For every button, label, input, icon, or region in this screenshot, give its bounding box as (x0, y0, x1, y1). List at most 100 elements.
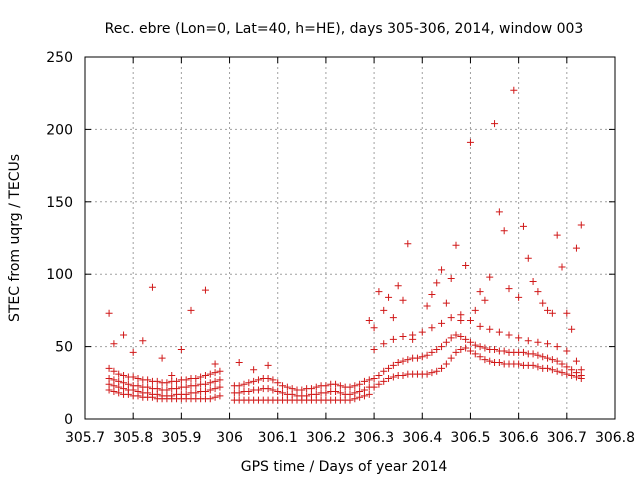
data-point (245, 387, 253, 395)
data-point (105, 309, 113, 317)
data-point (211, 385, 219, 393)
data-point (206, 370, 214, 378)
data-point (515, 334, 523, 342)
data-point (524, 254, 532, 262)
data-point (264, 361, 272, 369)
data-point (447, 314, 455, 322)
data-point (466, 347, 474, 355)
data-point (553, 343, 561, 351)
data-point (250, 377, 258, 385)
data-point (553, 231, 561, 239)
data-point (544, 364, 552, 372)
data-point (409, 335, 417, 343)
y-tick-label: 250 (46, 50, 73, 66)
x-axis-title: GPS time / Days of year 2014 (241, 459, 448, 475)
data-point (206, 386, 214, 394)
data-point (389, 361, 397, 369)
data-point (505, 285, 513, 293)
data-point (500, 227, 508, 235)
data-point (529, 361, 537, 369)
data-point (433, 367, 441, 375)
data-point (438, 319, 446, 327)
x-tick-label: 306.4 (402, 430, 442, 446)
data-point (216, 383, 224, 391)
data-point (124, 380, 132, 388)
data-point (274, 387, 282, 395)
data-point (558, 263, 566, 271)
data-point (442, 338, 450, 346)
data-point (375, 380, 383, 388)
x-tick-label: 305.9 (161, 430, 201, 446)
data-point (462, 335, 470, 343)
data-point (515, 293, 523, 301)
data-point (558, 360, 566, 368)
data-point (548, 309, 556, 317)
data-point (462, 262, 470, 270)
y-tick-label: 0 (64, 412, 73, 428)
data-point (144, 383, 152, 391)
data-point (120, 372, 128, 380)
data-point (173, 385, 181, 393)
data-point (120, 331, 128, 339)
data-point (418, 353, 426, 361)
data-point (370, 345, 378, 353)
data-point (129, 373, 137, 381)
data-point (192, 374, 200, 382)
data-point (380, 306, 388, 314)
data-point (163, 379, 171, 387)
data-point (466, 338, 474, 346)
data-point (365, 376, 373, 384)
data-point (500, 347, 508, 355)
data-point (577, 366, 585, 374)
data-point (303, 392, 311, 400)
data-point (385, 293, 393, 301)
data-point (428, 348, 436, 356)
data-point (491, 120, 499, 128)
x-tick-label: 306.8 (595, 430, 635, 446)
data-point (211, 369, 219, 377)
data-point (404, 356, 412, 364)
data-point (134, 382, 142, 390)
data-point (307, 385, 315, 393)
data-point (553, 367, 561, 375)
data-point (529, 350, 537, 358)
data-point (563, 363, 571, 371)
data-point (548, 366, 556, 374)
y-axis-title: STEC from uqrg / TECUs (7, 154, 23, 322)
data-point (322, 382, 330, 390)
data-point (264, 374, 272, 382)
data-point (235, 382, 243, 390)
data-point (375, 372, 383, 380)
y-tick-label: 50 (55, 340, 73, 356)
data-point (534, 338, 542, 346)
data-point (553, 357, 561, 365)
data-point (153, 377, 161, 385)
data-point (110, 367, 118, 375)
data-point (346, 390, 354, 398)
data-point (519, 348, 527, 356)
data-point (394, 359, 402, 367)
data-point (481, 344, 489, 352)
data-point (312, 383, 320, 391)
plot-frame (84, 56, 616, 420)
data-point (544, 340, 552, 348)
data-point (404, 240, 412, 248)
data-point (572, 244, 580, 252)
data-point (389, 373, 397, 381)
data-point (568, 366, 576, 374)
data-point (380, 377, 388, 385)
data-point (457, 317, 465, 325)
x-tick-label: 306 (216, 430, 243, 446)
data-point (187, 306, 195, 314)
data-point (486, 357, 494, 365)
data-point (438, 343, 446, 351)
y-axis: 0 50 100 150 200 250 (46, 50, 615, 428)
x-axis: 305.7 305.8 305.9 306 306.1 306.2 306.3 306.4 30… (65, 57, 635, 446)
y-tick-label: 200 (46, 122, 73, 138)
data-point (365, 390, 373, 398)
data-point (544, 354, 552, 362)
data-point (399, 332, 407, 340)
data-point (505, 331, 513, 339)
data-point (168, 392, 176, 400)
